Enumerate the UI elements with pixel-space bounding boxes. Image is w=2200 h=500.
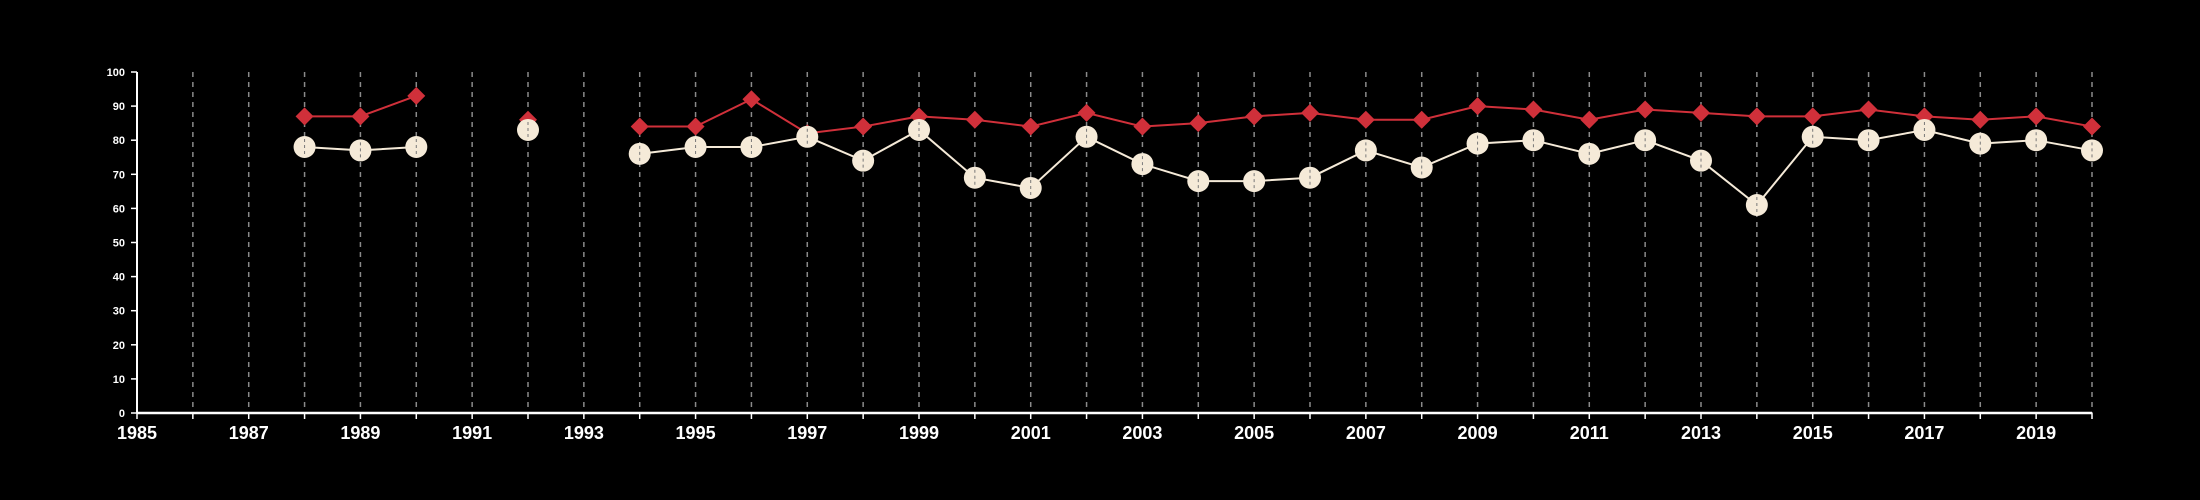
x-tick-label: 2011 — [1570, 423, 1609, 443]
data-point-diamond — [1077, 103, 1096, 122]
data-point-diamond — [630, 117, 649, 136]
data-point-diamond — [686, 117, 705, 136]
data-point-diamond — [1803, 107, 1822, 126]
x-tick-label: 1989 — [340, 423, 380, 443]
x-tick-label: 1987 — [229, 423, 269, 443]
data-point-diamond — [2027, 107, 2046, 126]
x-tick-label: 2013 — [1681, 423, 1721, 443]
data-point-diamond — [1301, 103, 1319, 122]
series-circle — [293, 118, 2103, 216]
data-series — [293, 86, 2103, 216]
data-point-diamond — [1133, 117, 1152, 136]
data-point-diamond — [295, 107, 314, 126]
y-tick-label: 100 — [107, 67, 125, 79]
data-point-diamond — [1021, 117, 1040, 136]
y-tick-label: 90 — [113, 101, 125, 113]
x-tick-label: 2003 — [1122, 423, 1162, 443]
series-diamond — [295, 86, 2101, 143]
data-point-diamond — [1636, 100, 1655, 119]
x-tick-label: 1991 — [452, 423, 492, 443]
data-point-diamond — [1524, 100, 1543, 119]
y-tick-label: 20 — [113, 340, 125, 352]
x-tick-label: 2019 — [2016, 423, 2056, 443]
data-point-diamond — [1412, 110, 1431, 129]
data-point-diamond — [1692, 103, 1710, 122]
data-point-diamond — [742, 90, 761, 109]
x-tick-label: 2015 — [1793, 423, 1833, 443]
x-tick-label: 1997 — [787, 423, 827, 443]
grid-lines — [192, 72, 2093, 413]
y-tick-label: 50 — [113, 238, 125, 250]
data-point-diamond — [1245, 107, 1264, 126]
y-tick-label: 0 — [119, 408, 125, 420]
data-point-diamond — [1859, 100, 1878, 119]
x-tick-label: 1985 — [117, 423, 157, 443]
data-point-diamond — [407, 86, 426, 105]
x-tick-label: 1993 — [564, 423, 604, 443]
data-point-diamond — [965, 110, 984, 129]
x-tick-label: 2009 — [1458, 423, 1498, 443]
data-point-diamond — [1189, 114, 1208, 133]
y-tick-label: 30 — [113, 306, 125, 318]
data-point-diamond — [1356, 110, 1375, 129]
data-point-diamond — [1468, 97, 1487, 116]
data-point-diamond — [351, 107, 370, 126]
y-tick-label: 60 — [113, 203, 125, 215]
y-tick-label: 40 — [113, 272, 125, 284]
y-tick-label: 10 — [113, 374, 125, 386]
x-tick-label: 2007 — [1346, 423, 1386, 443]
data-point-diamond — [1971, 110, 1990, 129]
data-point-diamond — [2083, 117, 2101, 136]
x-tick-label: 1995 — [676, 423, 716, 443]
x-tick-label: 2005 — [1234, 423, 1274, 443]
axes: 0 10 20 30 40 50 60 70 80 90 100 1985 1987 1989 1991 19… — [107, 67, 2093, 443]
x-tick-label: 2001 — [1011, 423, 1051, 443]
y-tick-label: 80 — [113, 135, 125, 147]
data-point-diamond — [1747, 107, 1766, 126]
x-tick-label: 1999 — [899, 423, 939, 443]
data-point-diamond — [1580, 110, 1599, 129]
y-tick-label: 70 — [113, 169, 125, 181]
x-tick-label: 2017 — [1904, 423, 1944, 443]
data-point-diamond — [854, 117, 873, 136]
